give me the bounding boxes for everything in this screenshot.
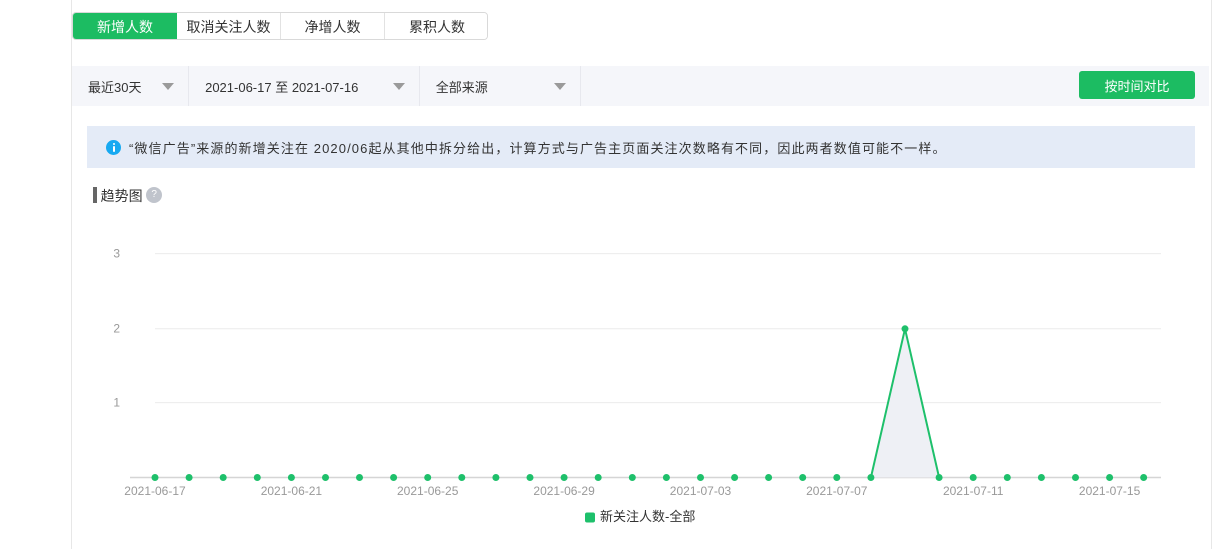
svg-text:2021-07-15: 2021-07-15 xyxy=(1079,484,1141,498)
svg-text:3: 3 xyxy=(113,247,120,261)
svg-text:2021-07-11: 2021-07-11 xyxy=(943,484,1004,498)
svg-text:2021-06-29: 2021-06-29 xyxy=(533,484,595,498)
svg-text:2021-06-25: 2021-06-25 xyxy=(397,484,459,498)
svg-text:新关注人数-全部: 新关注人数-全部 xyxy=(600,509,695,524)
svg-text:2021-07-07: 2021-07-07 xyxy=(806,484,868,498)
svg-text:2: 2 xyxy=(113,322,120,336)
svg-text:1: 1 xyxy=(113,396,120,410)
svg-text:2021-07-03: 2021-07-03 xyxy=(670,484,732,498)
svg-text:2021-06-17: 2021-06-17 xyxy=(124,484,186,498)
svg-text:2021-06-21: 2021-06-21 xyxy=(261,484,323,498)
